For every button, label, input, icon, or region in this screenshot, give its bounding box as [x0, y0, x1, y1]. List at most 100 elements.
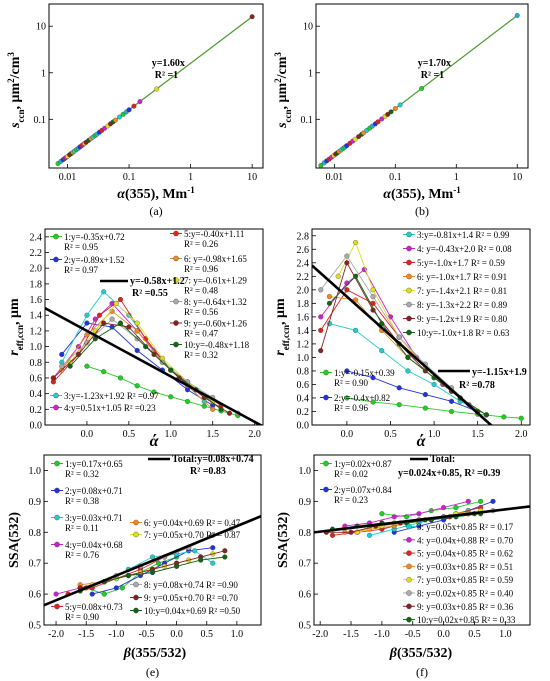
x-tick-label: 0.5 — [468, 629, 481, 640]
y-tick-label: 0.0 — [30, 421, 43, 432]
x-tick-label: 1.0 — [231, 629, 244, 640]
y-tick-label: 2.4 — [297, 258, 310, 269]
series-point — [184, 398, 191, 405]
legend-swatch-dot — [53, 233, 59, 240]
x-tick-label: -1.0 — [374, 629, 390, 640]
series-point — [353, 297, 359, 303]
y-tick-label: 0.6 — [29, 590, 42, 601]
plot-area — [318, 13, 520, 168]
total-fit-r2: y=0.024x+0.85, R² =0.39 — [398, 468, 500, 479]
legend-swatch-dot — [53, 256, 59, 263]
y-axis-label: reff,ccn, μm — [273, 298, 291, 356]
legend-swatch-dot — [133, 594, 139, 601]
x-tick-label: 0.01 — [326, 172, 344, 183]
data-point — [379, 116, 385, 122]
plot-area — [44, 514, 261, 607]
x-tick-label: -0.5 — [139, 629, 155, 640]
fit-equation: y=1.70x — [418, 58, 451, 69]
x-tick-label: 0.5 — [201, 629, 214, 640]
series-point — [84, 312, 90, 318]
legend-r2: R² = 0.97 — [64, 265, 99, 275]
series-point — [405, 354, 411, 360]
data-point — [112, 117, 118, 123]
series-point — [222, 554, 228, 560]
total-fit-r2: R² =0.83 — [190, 466, 226, 477]
plot-frame — [43, 454, 262, 626]
legend-label: 1:y=0.17x+0.65 — [65, 459, 123, 469]
data-point — [360, 130, 366, 136]
y-tick-label: 0.6 — [297, 380, 310, 391]
series-point — [335, 273, 341, 279]
x-tick-label: 0.1 — [389, 172, 402, 183]
data-point — [131, 103, 137, 109]
x-tick-label: 10 — [247, 172, 257, 183]
y-tick-label: 0.9 — [29, 497, 42, 508]
x-tick-label: 0.0 — [170, 629, 183, 640]
legend-label: 6: y=0.03x+0.85 R² = 0.51 — [417, 562, 513, 572]
panel-3: 0.0 0.5 1.0 1.5 2.0 0.0 0.2 0.4 0.6 0.8 1.0 1.2 1.4 1… — [297, 228, 531, 474]
x-tick-label: 2.0 — [248, 429, 261, 440]
legend-label: 1:y=-0.15x+0.39 — [334, 368, 395, 378]
y-tick-label: 0.6 — [299, 590, 312, 601]
x-tick-label: 1 — [454, 172, 459, 183]
legend-label: 4:y=0.04x+0.68 — [65, 540, 123, 550]
legend-swatch-dot — [54, 514, 60, 521]
y-tick-label: 0.2 — [297, 407, 310, 418]
series-point — [101, 320, 107, 326]
panel-5: -2.0 -1.5 -1.0 -0.5 0.0 0.5 1.0 0.5 0.6 0.7 0.8 0.9… — [299, 454, 531, 679]
legend-swatch-dot — [406, 523, 412, 530]
y-tick-label: 0.8 — [299, 528, 312, 539]
y-tick-label: 0.4 — [297, 393, 310, 404]
legend-swatch-dot — [406, 245, 412, 252]
series-point — [174, 563, 180, 569]
y-tick-label: 0.6 — [30, 373, 43, 384]
legend-swatch-dot — [406, 537, 412, 543]
series-line — [346, 397, 522, 419]
legend-label: 9: y=0.05x+0.70 R² =0.70 — [144, 593, 238, 603]
panel-caption: (e) — [146, 665, 159, 679]
series-point — [134, 320, 140, 326]
series-point — [143, 344, 149, 350]
legend-swatch-dot — [173, 320, 179, 326]
legend-swatch-dot — [406, 550, 412, 556]
y-tick-label: 0.8 — [297, 366, 310, 377]
legend-label: 9: y=-0.60x+1.26 — [184, 319, 247, 329]
legend-r2: R² = 0.32 — [65, 469, 99, 479]
y-tick-label: 0.7 — [299, 559, 312, 570]
series-point — [198, 557, 204, 563]
y-tick-label: 1.2 — [30, 326, 43, 337]
legend-label: 7: y=-0.61x+1.29 — [184, 276, 247, 286]
series-point — [155, 560, 162, 566]
y-axis-label: sccn, μm2/cm3 — [273, 52, 293, 129]
series-point — [134, 383, 140, 389]
legend-r2: R² = 0.48 — [184, 286, 219, 296]
series-point — [75, 351, 82, 357]
series-point — [59, 363, 65, 369]
x-axis-label: β(355/532) — [389, 646, 453, 661]
legend-label: 8: y=0.02x+0.85 R² = 0.40 — [417, 589, 514, 599]
series-point — [84, 340, 90, 346]
legend-label: 5:y=0.08x+0.73 — [65, 602, 123, 612]
series-point — [353, 327, 359, 333]
legend-label: 2:y=-0.89x+1.52 — [64, 255, 125, 265]
y-tick-label: 0.2 — [30, 405, 43, 416]
total-fit-line — [45, 307, 263, 425]
y-axis-label: SSA(532) — [7, 512, 22, 568]
legend-r2: R² = 0.56 — [184, 307, 219, 317]
legend-swatch-dot — [173, 255, 179, 262]
y-tick-label: 0.8 — [29, 528, 42, 539]
legend-swatch-dot — [54, 487, 60, 494]
series-point — [210, 560, 216, 566]
x-axis-label: ά — [150, 433, 160, 450]
series-point — [441, 504, 447, 511]
total-fit-line — [44, 514, 261, 607]
legend-label: 4: y=-0.43x+2.0 R² = 0.08 — [417, 244, 512, 254]
legend-label: 5:y=-1.0x+1.7 R² = 0.59 — [417, 258, 505, 268]
legend-swatch-dot — [323, 394, 329, 401]
series-point — [113, 300, 119, 307]
y-tick-label: 1.6 — [297, 312, 310, 323]
y-tick-label: 2.2 — [30, 248, 43, 259]
series-point — [353, 239, 359, 246]
